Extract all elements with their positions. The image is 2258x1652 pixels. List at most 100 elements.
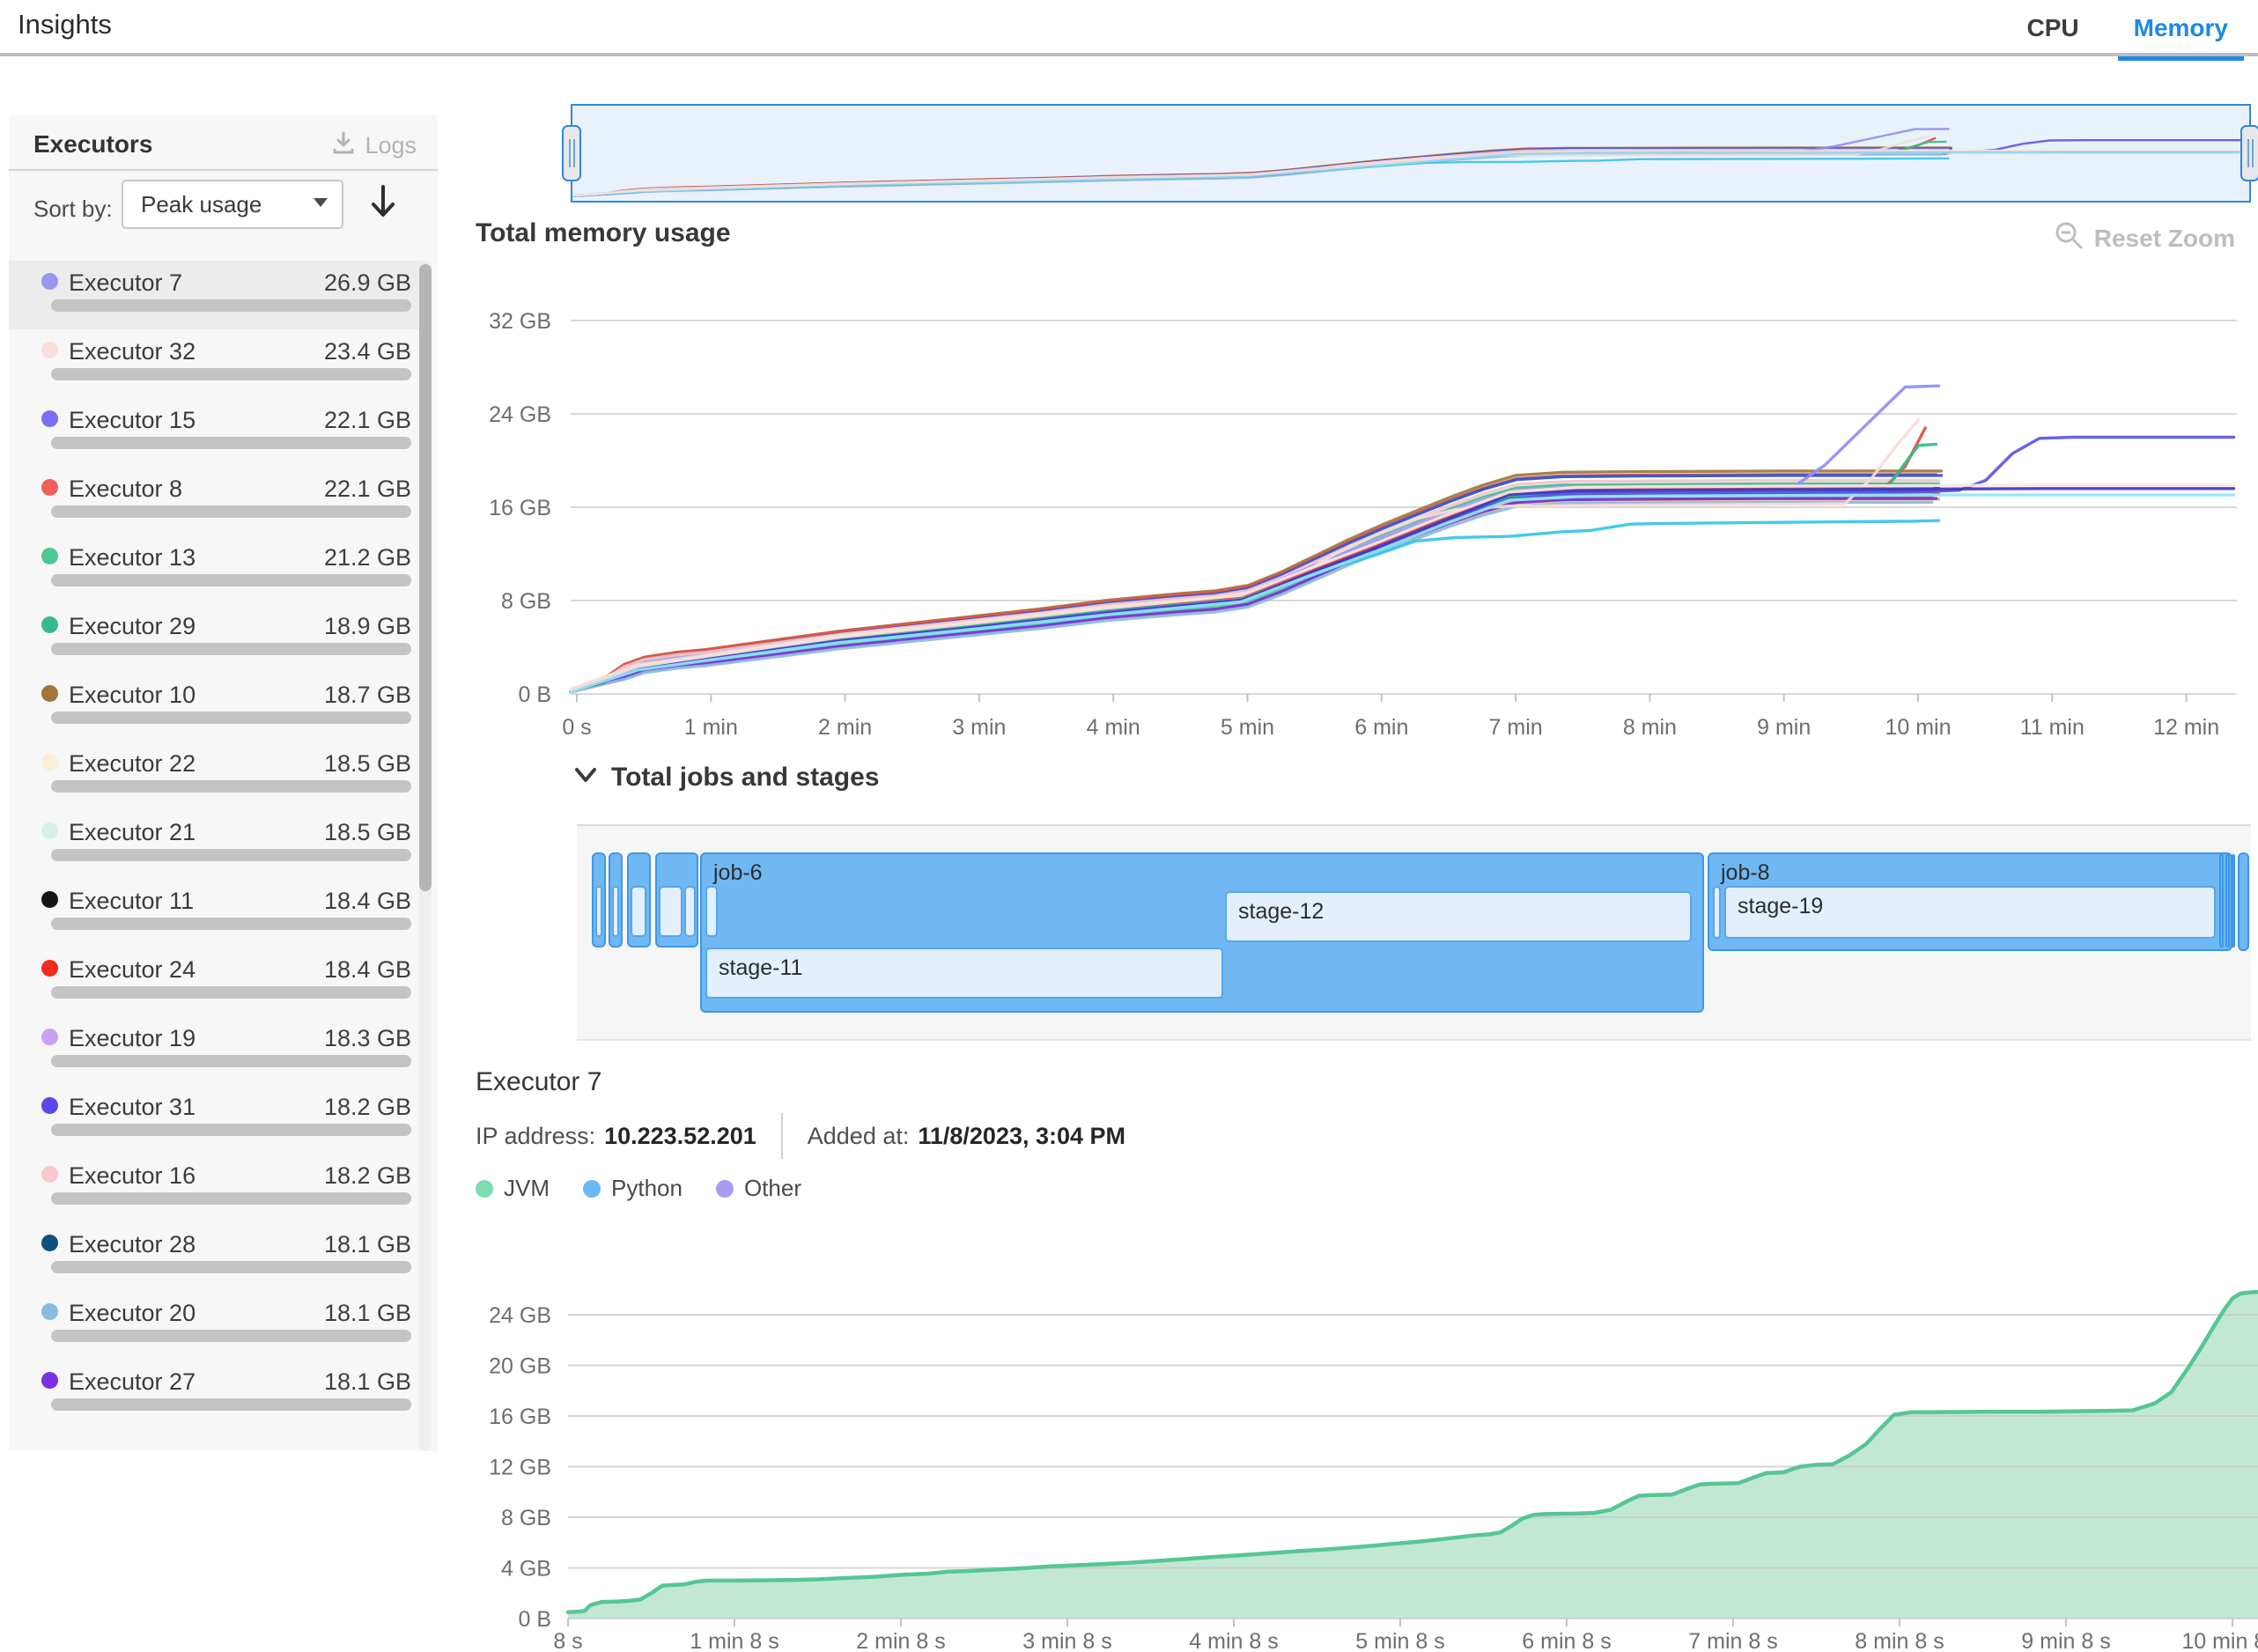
sidebar-divider bbox=[9, 169, 438, 171]
jobs-section-title: Total jobs and stages bbox=[611, 763, 880, 792]
executor-name: Executor 27 bbox=[69, 1368, 196, 1395]
executor-peak-value: 18.3 GB bbox=[323, 1025, 411, 1051]
executor-name: Executor 8 bbox=[69, 476, 183, 502]
jvm-dot-icon bbox=[476, 1179, 493, 1198]
svg-text:0 s: 0 s bbox=[562, 715, 591, 740]
svg-text:3 min 8 s: 3 min 8 s bbox=[1022, 1629, 1111, 1652]
executor-peak-value: 18.7 GB bbox=[323, 682, 411, 708]
time-range-brush[interactable] bbox=[562, 104, 2258, 203]
executor-usage-bar bbox=[51, 505, 411, 518]
gantt-bar-stage-12[interactable]: stage-12 bbox=[1225, 891, 1692, 942]
other-dot-icon bbox=[715, 1179, 734, 1198]
executor-usage-bar bbox=[51, 1330, 411, 1342]
executor-peak-value: 18.9 GB bbox=[323, 613, 411, 639]
executor-usage-bar bbox=[51, 1398, 411, 1411]
executor-row[interactable]: Executor 31 18.2 GB bbox=[9, 1085, 424, 1154]
gantt-bar-stage[interactable] bbox=[631, 886, 646, 937]
executor-row[interactable]: Executor 13 21.2 GB bbox=[9, 535, 424, 604]
brush-handle-right[interactable] bbox=[2240, 125, 2258, 181]
series-cream-long bbox=[569, 483, 2236, 692]
executor-row[interactable]: Executor 20 18.1 GB bbox=[9, 1291, 424, 1360]
executor-row[interactable]: Executor 11 18.4 GB bbox=[9, 879, 424, 948]
total-memory-chart[interactable]: 0 B 8 GB 16 GB 24 GB 32 GB 0 s 1 min 2 min 3 min… bbox=[476, 261, 2258, 743]
svg-text:9 min: 9 min bbox=[1757, 715, 1811, 740]
executor-row[interactable]: Executor 32 23.4 GB bbox=[9, 329, 424, 398]
gantt-bar-stage[interactable] bbox=[1713, 886, 1721, 939]
executor-row[interactable]: Executor 21 18.5 GB bbox=[9, 810, 424, 879]
executor-name: Executor 21 bbox=[69, 819, 196, 845]
arrow-down-icon bbox=[368, 185, 398, 224]
ip-value: 10.223.52.201 bbox=[604, 1122, 756, 1149]
svg-text:5 min 8 s: 5 min 8 s bbox=[1355, 1629, 1444, 1652]
executor-usage-bar bbox=[51, 368, 411, 380]
gantt-bar-stage[interactable] bbox=[705, 886, 718, 937]
reset-zoom-button[interactable]: Reset Zoom bbox=[2054, 220, 2235, 256]
legend-label-python: Python bbox=[611, 1175, 683, 1201]
svg-text:12 min: 12 min bbox=[2153, 715, 2219, 740]
executor-row[interactable]: Executor 10 18.7 GB bbox=[9, 673, 424, 741]
tab-memory[interactable]: Memory bbox=[2117, 5, 2244, 61]
python-dot-icon bbox=[583, 1179, 601, 1198]
executor-list: Executor 7 26.9 GB Executor 32 23.4 GB Execu… bbox=[9, 261, 438, 1451]
svg-text:8 min: 8 min bbox=[1623, 715, 1677, 740]
sort-direction-button[interactable] bbox=[368, 183, 398, 225]
meta-divider bbox=[780, 1113, 783, 1159]
executor-name: Executor 22 bbox=[69, 750, 196, 777]
svg-text:24 GB: 24 GB bbox=[489, 402, 551, 427]
legend-label-other: Other bbox=[743, 1175, 801, 1201]
executor-usage-bar bbox=[51, 299, 411, 312]
sort-by-label: Sort by: bbox=[33, 195, 113, 222]
gantt-bar-stage-19[interactable]: stage-19 bbox=[1724, 886, 2216, 939]
executor-row[interactable]: Executor 7 26.9 GB bbox=[9, 261, 424, 329]
executor-peak-value: 18.5 GB bbox=[323, 750, 411, 777]
executor-color-dot bbox=[41, 685, 58, 702]
svg-text:32 GB: 32 GB bbox=[489, 309, 551, 334]
executor-row[interactable]: Executor 27 18.1 GB bbox=[9, 1360, 424, 1428]
gantt-bar-stage-11[interactable]: stage-11 bbox=[705, 948, 1223, 999]
gantt-bar-job[interactable] bbox=[2225, 854, 2230, 948]
executor-name: Executor 19 bbox=[69, 1025, 196, 1051]
svg-text:8 s: 8 s bbox=[553, 1629, 582, 1652]
gantt-bar-stage[interactable] bbox=[659, 886, 683, 937]
tab-bar: CPU Memory bbox=[2011, 5, 2244, 61]
sidebar-scrollbar-thumb[interactable] bbox=[419, 264, 432, 891]
svg-text:16 GB: 16 GB bbox=[489, 496, 551, 520]
sort-select-value: Peak usage bbox=[141, 190, 262, 218]
executor-row[interactable]: Executor 16 18.2 GB bbox=[9, 1154, 424, 1222]
executor-peak-value: 23.4 GB bbox=[323, 338, 411, 365]
jobs-section-toggle[interactable]: Total jobs and stages bbox=[572, 763, 880, 793]
svg-text:1 min 8 s: 1 min 8 s bbox=[690, 1629, 778, 1652]
executor-row[interactable]: Executor 19 18.3 GB bbox=[9, 1016, 424, 1085]
gantt-bar-stage[interactable] bbox=[595, 886, 602, 937]
svg-text:12 GB: 12 GB bbox=[489, 1456, 551, 1480]
logs-button[interactable]: Logs bbox=[331, 130, 417, 161]
executor-row[interactable]: Executor 29 18.9 GB bbox=[9, 604, 424, 673]
brush-handle-left[interactable] bbox=[562, 125, 581, 181]
executor-detail-title: Executor 7 bbox=[476, 1067, 602, 1096]
sort-select[interactable]: Peak usage bbox=[122, 180, 343, 229]
gantt-bar-job[interactable] bbox=[2238, 852, 2249, 951]
svg-text:10 min: 10 min bbox=[1885, 715, 1951, 740]
svg-text:6 min 8 s: 6 min 8 s bbox=[1522, 1629, 1611, 1652]
executor-row[interactable]: Executor 15 22.1 GB bbox=[9, 398, 424, 467]
gantt-bar-stage[interactable] bbox=[612, 886, 619, 937]
executor-row[interactable]: Executor 22 18.5 GB bbox=[9, 741, 424, 810]
legend-item-other: Other bbox=[715, 1175, 801, 1202]
svg-text:4 min 8 s: 4 min 8 s bbox=[1189, 1629, 1278, 1652]
executor-peak-value: 22.1 GB bbox=[323, 407, 411, 433]
executor-row[interactable]: Executor 28 18.1 GB bbox=[9, 1222, 424, 1291]
tab-cpu[interactable]: CPU bbox=[2026, 14, 2079, 41]
executor-color-dot bbox=[41, 616, 58, 633]
gantt-bar-job[interactable] bbox=[2232, 854, 2235, 948]
executors-title: Executors bbox=[33, 130, 153, 158]
executor-row[interactable]: Executor 8 22.1 GB bbox=[9, 467, 424, 535]
gantt-bar-job[interactable] bbox=[2219, 854, 2224, 948]
executor-usage-bar bbox=[51, 574, 411, 586]
executor-name: Executor 7 bbox=[69, 269, 183, 296]
gantt-bar-stage[interactable] bbox=[684, 886, 696, 937]
executor-memory-area-chart[interactable]: 0 B 4 GB 8 GB 12 GB 16 GB 20 GB 24 GB 8 s 1 min … bbox=[476, 1215, 2258, 1652]
executor-row[interactable]: Executor 24 18.4 GB bbox=[9, 948, 424, 1016]
executor-color-dot bbox=[41, 1166, 58, 1183]
executor-usage-bar bbox=[51, 1055, 411, 1067]
executor-peak-value: 21.2 GB bbox=[323, 544, 411, 571]
